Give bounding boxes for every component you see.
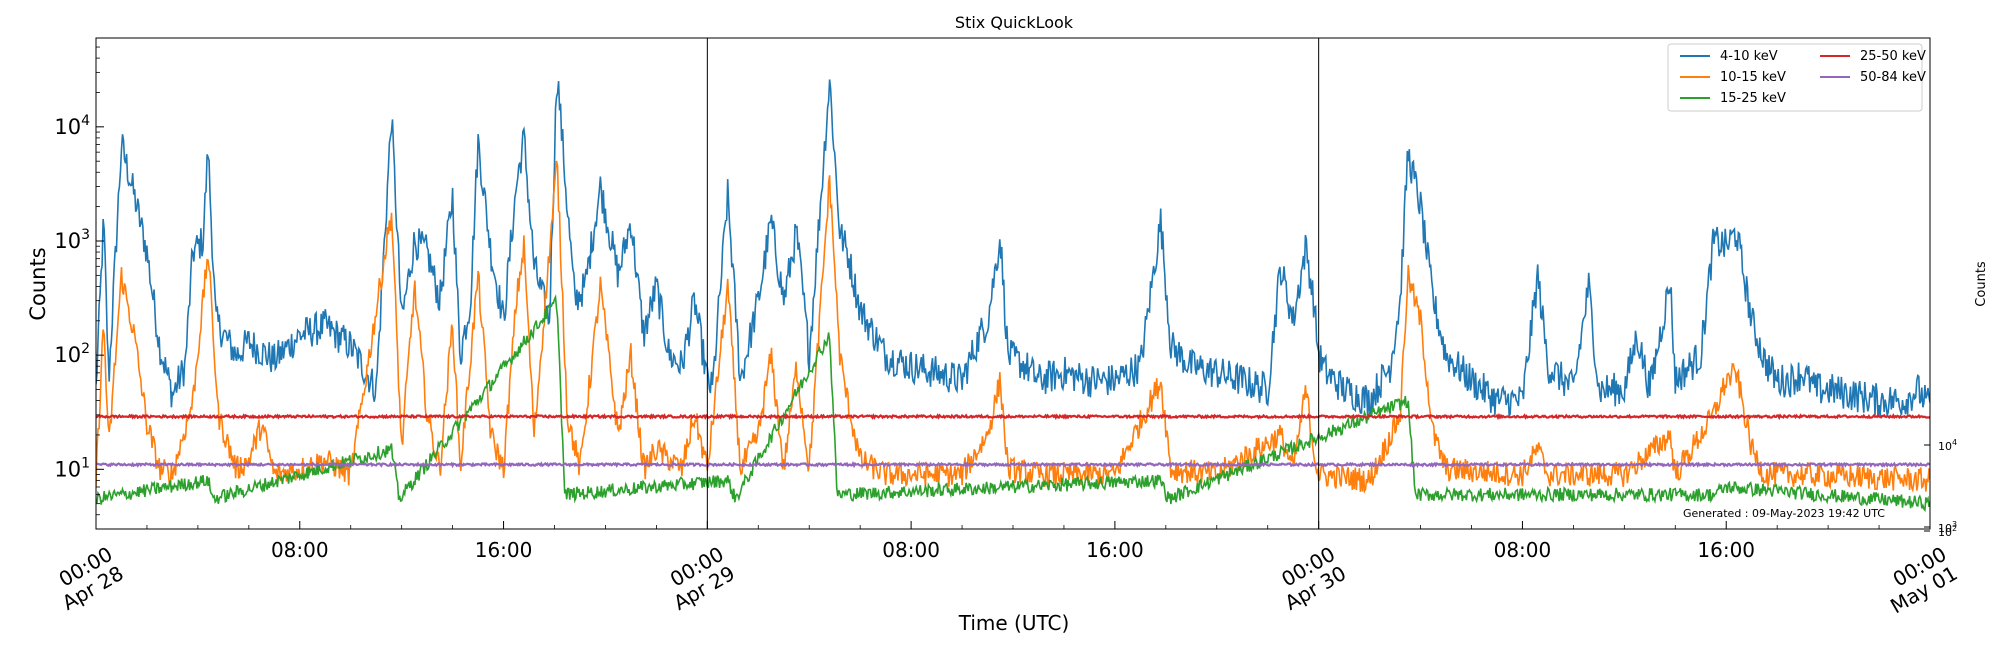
right-tick-label: 102 bbox=[1938, 524, 1957, 539]
x-tick-label: 08:00 bbox=[882, 538, 940, 562]
series-line-15-25-keV bbox=[96, 294, 1930, 513]
x-tick-label: 08:00 bbox=[1494, 538, 1552, 562]
generated-note: Generated : 09-May-2023 19:42 UTC bbox=[1683, 507, 1885, 520]
series-line-50-84-keV bbox=[96, 460, 1930, 469]
legend-label: 4-10 keV bbox=[1720, 49, 1778, 64]
plot-frame bbox=[95, 37, 1931, 530]
legend-label: 25-50 keV bbox=[1860, 49, 1926, 64]
x-tick-label: 16:00 bbox=[1697, 538, 1755, 562]
series-line-10-15-keV bbox=[96, 160, 1930, 495]
series-line-4-10-keV bbox=[96, 79, 1930, 418]
y-tick-label: 104 bbox=[54, 113, 90, 139]
plot-area bbox=[95, 37, 1931, 530]
y-tick-label: 101 bbox=[54, 455, 90, 481]
x-tick-label: 16:00 bbox=[475, 538, 533, 562]
right-tick-label: 104 bbox=[1938, 438, 1957, 453]
x-axis-label: Time (UTC) bbox=[958, 611, 1070, 635]
series-layer bbox=[96, 79, 1930, 513]
chart-title: Stix QuickLook bbox=[955, 13, 1074, 32]
day-dividers bbox=[706, 38, 1320, 529]
legend-label: 15-25 keV bbox=[1720, 91, 1786, 106]
legend-box bbox=[1667, 43, 1923, 112]
y-tick-label: 102 bbox=[54, 341, 90, 367]
y-axis: 101 102 103 104 bbox=[54, 37, 104, 530]
legend: 4-10 keV 10-15 keV 15-25 keV 25-50 keV 50-84… bbox=[1667, 43, 1926, 112]
right-tick-label: 103 bbox=[1938, 520, 1957, 535]
legend-label: 10-15 keV bbox=[1720, 70, 1786, 85]
x-tick-label: 16:00 bbox=[1086, 538, 1144, 562]
legend-label: 50-84 keV bbox=[1860, 70, 1926, 85]
series-line-25-50-keV bbox=[96, 412, 1930, 421]
y-tick-label: 103 bbox=[54, 227, 90, 253]
right-axis-label: Counts bbox=[1974, 261, 1989, 307]
y-axis-label: Counts bbox=[26, 247, 50, 320]
x-tick-label: 08:00 bbox=[271, 538, 329, 562]
